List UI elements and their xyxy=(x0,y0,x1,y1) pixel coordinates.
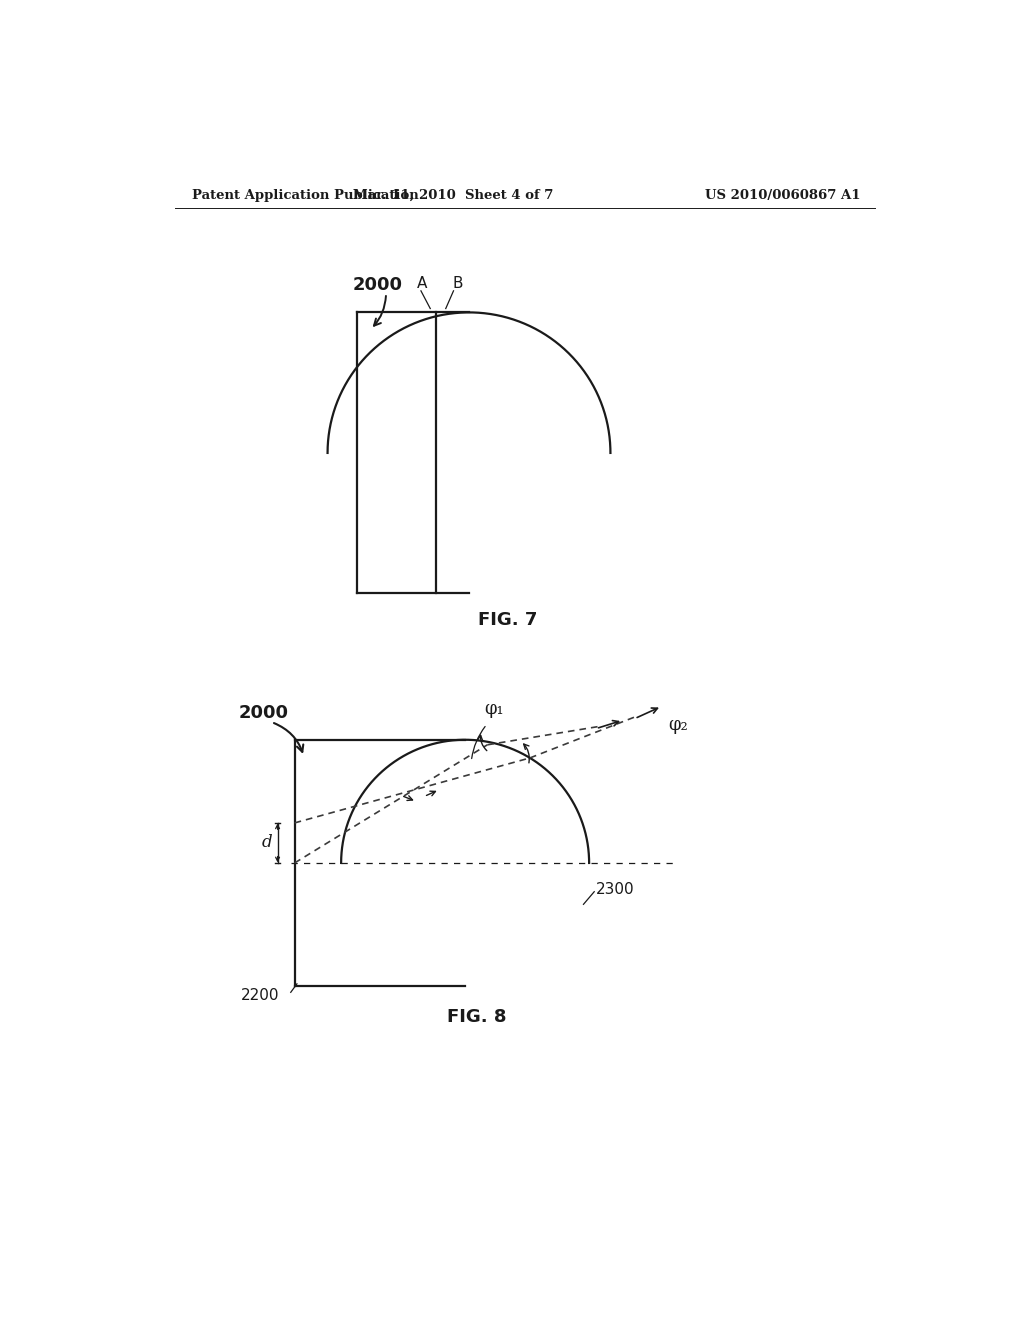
Text: φ₂: φ₂ xyxy=(668,715,688,734)
Text: φ₁: φ₁ xyxy=(484,700,504,718)
Text: B: B xyxy=(453,276,464,290)
Text: d: d xyxy=(261,834,272,851)
Text: 2300: 2300 xyxy=(596,882,635,896)
Text: 2000: 2000 xyxy=(352,276,402,294)
Text: FIG. 8: FIG. 8 xyxy=(447,1008,507,1026)
Text: 2200: 2200 xyxy=(241,987,279,1003)
Text: US 2010/0060867 A1: US 2010/0060867 A1 xyxy=(706,189,861,202)
Text: A: A xyxy=(418,276,428,290)
Text: FIG. 7: FIG. 7 xyxy=(478,611,538,630)
Text: Mar. 11, 2010  Sheet 4 of 7: Mar. 11, 2010 Sheet 4 of 7 xyxy=(353,189,554,202)
Text: 2000: 2000 xyxy=(239,704,289,722)
Text: Patent Application Publication: Patent Application Publication xyxy=(191,189,418,202)
